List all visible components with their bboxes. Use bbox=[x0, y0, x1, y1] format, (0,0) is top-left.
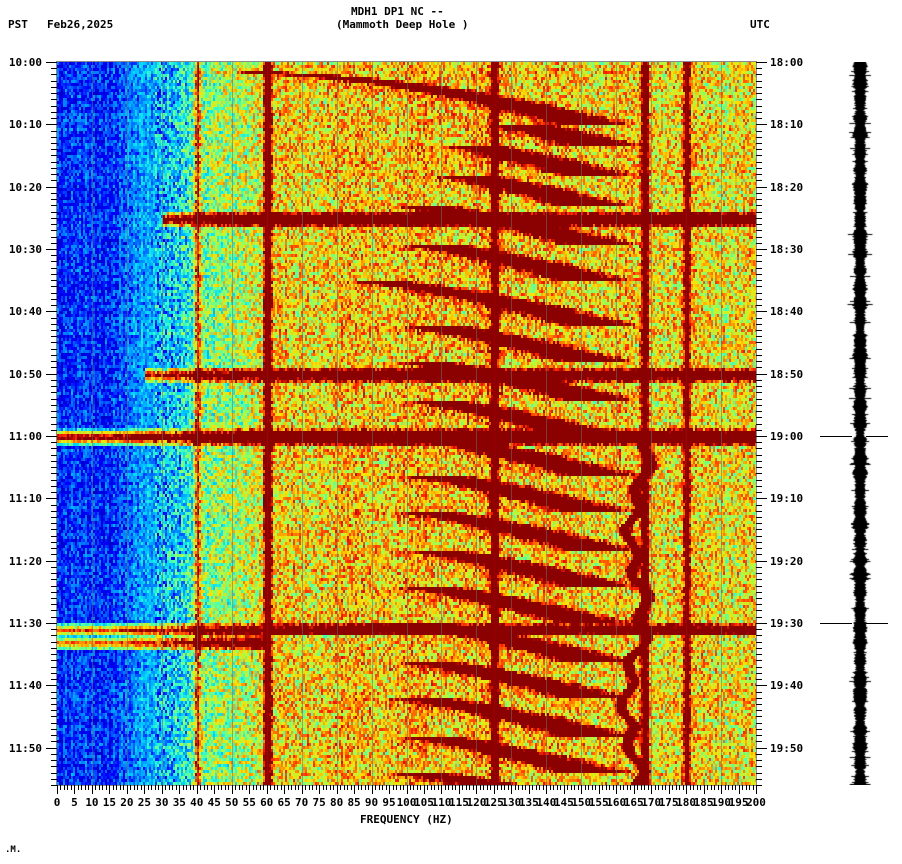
x-axis-tick-frequency: 45 bbox=[207, 796, 221, 809]
y-axis-tick-utc: 18:50 bbox=[770, 367, 804, 381]
y-axis-tick-pst: 10:10 bbox=[8, 118, 42, 132]
x-axis-tick-frequency: 175 bbox=[658, 796, 679, 809]
y-axis-tick-pst: 11:10 bbox=[8, 492, 42, 506]
timezone-label-left: PST bbox=[8, 18, 28, 31]
y-axis-tick-utc: 19:50 bbox=[770, 741, 804, 755]
x-axis-tick-frequency: 185 bbox=[693, 796, 714, 809]
x-axis-tick-frequency: 160 bbox=[606, 796, 627, 809]
y-axis-tick-pst: 11:00 bbox=[8, 429, 42, 443]
y-axis-tick-pst: 10:30 bbox=[8, 242, 42, 256]
x-axis-tick-frequency: 85 bbox=[347, 796, 361, 809]
x-axis-tick-frequency: 60 bbox=[260, 796, 274, 809]
waveform-trace-panel[interactable] bbox=[845, 62, 881, 785]
y-axis-tick-pst: 10:50 bbox=[8, 367, 42, 381]
y-axis-tick-pst: 11:30 bbox=[8, 616, 42, 630]
x-axis-tick-frequency: 125 bbox=[483, 796, 504, 809]
spectrogram-plot[interactable] bbox=[57, 62, 756, 785]
y-axis-tick-pst: 11:40 bbox=[8, 679, 42, 693]
x-axis-tick-frequency: 70 bbox=[295, 796, 309, 809]
y-axis-tick-utc: 19:00 bbox=[770, 429, 804, 443]
y-axis-tick-utc: 19:20 bbox=[770, 554, 804, 568]
y-axis-tick-utc: 19:30 bbox=[770, 616, 804, 630]
y-axis-tick-pst: 10:20 bbox=[8, 180, 42, 194]
station-code-title: MDH1 DP1 NC -- bbox=[351, 5, 444, 18]
x-axis-tick-frequency: 130 bbox=[501, 796, 522, 809]
x-axis-tick-frequency: 30 bbox=[155, 796, 169, 809]
x-axis-tick-frequency: 80 bbox=[329, 796, 344, 809]
y-axis-tick-utc: 18:10 bbox=[770, 118, 804, 132]
x-axis-tick-frequency: 120 bbox=[466, 796, 487, 809]
x-axis-tick-frequency: 195 bbox=[728, 796, 749, 809]
x-axis-tick-frequency: 100 bbox=[396, 796, 417, 809]
x-axis-tick-frequency: 75 bbox=[312, 796, 326, 809]
x-axis-tick-frequency: 35 bbox=[172, 796, 186, 809]
x-axis-tick-frequency: 20 bbox=[120, 796, 134, 809]
station-name-title: (Mammoth Deep Hole ) bbox=[336, 18, 469, 31]
y-axis-tick-utc: 18:20 bbox=[770, 180, 804, 194]
y-axis-tick-utc: 18:40 bbox=[770, 305, 804, 319]
y-axis-tick-utc: 18:30 bbox=[770, 242, 804, 256]
x-axis-tick-frequency: 150 bbox=[571, 796, 592, 809]
y-axis-tick-utc: 19:40 bbox=[770, 679, 804, 693]
y-axis-tick-pst: 11:50 bbox=[8, 741, 42, 755]
x-axis-tick-frequency: 165 bbox=[623, 796, 644, 809]
timezone-label-right: UTC bbox=[750, 18, 770, 31]
x-axis-tick-frequency: 145 bbox=[553, 796, 574, 809]
x-axis-tick-frequency: 65 bbox=[277, 796, 291, 809]
x-axis-tick-frequency: 190 bbox=[711, 796, 731, 809]
x-axis-tick-frequency: 50 bbox=[225, 796, 239, 809]
x-axis-tick-frequency: 25 bbox=[137, 796, 151, 809]
x-axis-tick-frequency: 40 bbox=[190, 796, 204, 809]
x-axis-tick-frequency: 10 bbox=[85, 796, 99, 809]
x-axis-tick-frequency: 55 bbox=[242, 796, 256, 809]
x-axis-tick-frequency: 155 bbox=[588, 796, 609, 809]
x-axis-tick-frequency: 15 bbox=[102, 796, 117, 809]
y-axis-tick-pst: 11:20 bbox=[8, 554, 42, 568]
x-axis-tick-frequency: 140 bbox=[536, 796, 557, 809]
y-axis-tick-utc: 19:10 bbox=[770, 492, 804, 506]
date-label: Feb26,2025 bbox=[47, 18, 114, 31]
y-axis-tick-utc: 18:00 bbox=[770, 56, 804, 69]
x-axis-tick-frequency: 90 bbox=[364, 796, 379, 809]
x-axis-tick-frequency: 170 bbox=[641, 796, 662, 809]
x-axis-title: FREQUENCY (HZ) bbox=[360, 813, 453, 826]
x-axis-tick-frequency: 135 bbox=[518, 796, 539, 809]
spectrogram-canvas bbox=[57, 62, 756, 785]
x-axis-tick-frequency: 110 bbox=[431, 796, 452, 809]
y-axis-tick-pst: 10:00 bbox=[8, 56, 42, 69]
x-axis-tick-frequency: 5 bbox=[71, 796, 78, 809]
x-axis-tick-frequency: 0 bbox=[53, 796, 61, 809]
x-axis-tick-frequency: 200 bbox=[746, 796, 766, 809]
waveform-trace-canvas bbox=[845, 62, 881, 785]
x-axis-tick-frequency: 105 bbox=[414, 796, 434, 809]
x-axis-tick-frequency: 95 bbox=[382, 796, 396, 809]
x-axis-tick-frequency: 115 bbox=[448, 796, 469, 809]
y-axis-tick-pst: 10:40 bbox=[8, 305, 42, 319]
corner-mark: .M. bbox=[5, 845, 22, 855]
x-axis-tick-frequency: 180 bbox=[676, 796, 697, 809]
